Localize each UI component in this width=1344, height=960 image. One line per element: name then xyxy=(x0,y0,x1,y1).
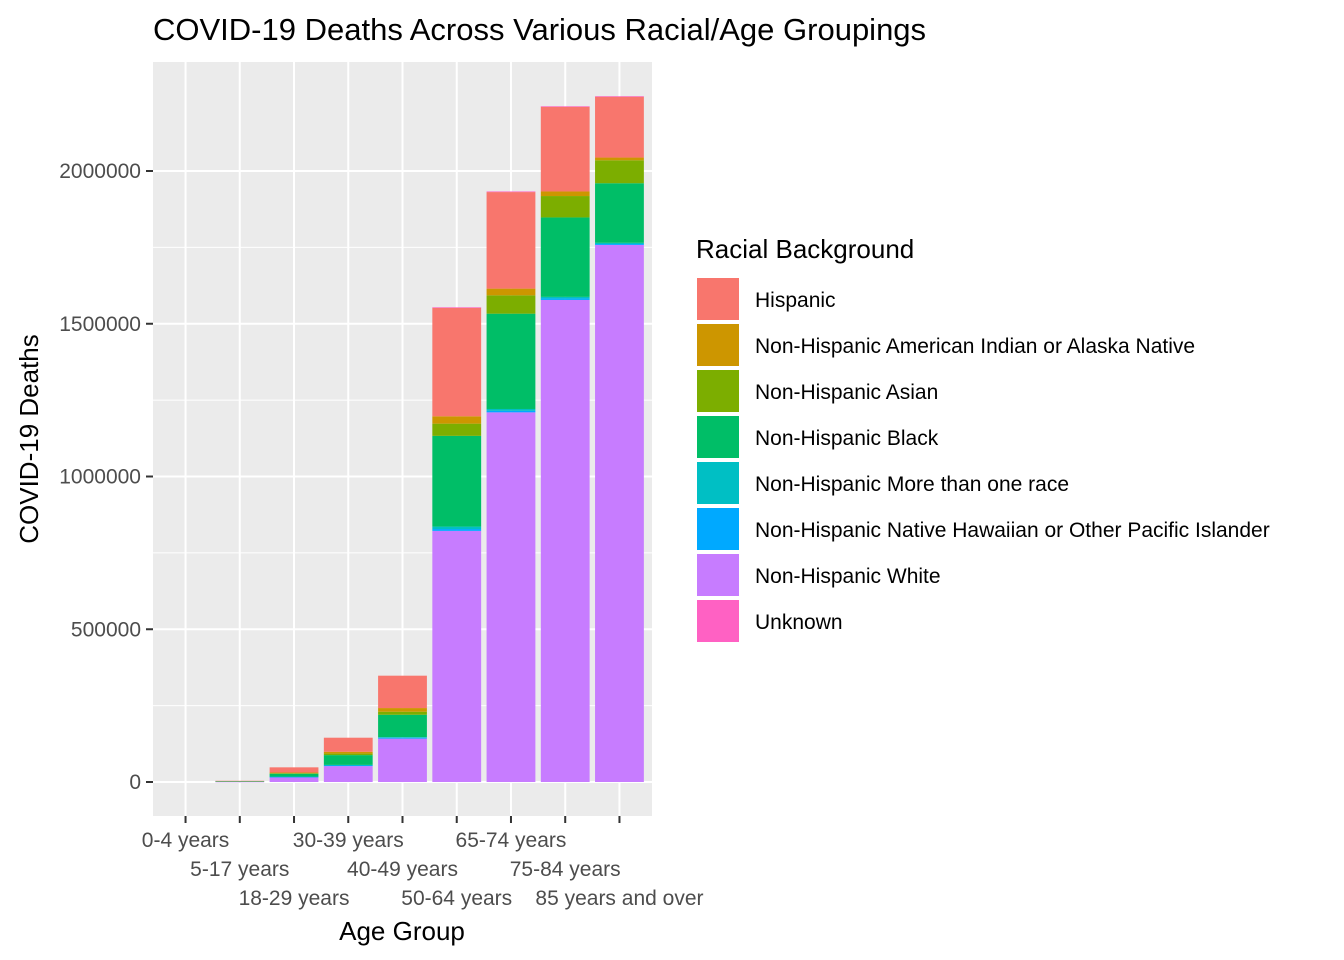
bar-segment xyxy=(432,435,482,527)
x-tick-label: 0-4 years xyxy=(142,829,230,852)
bar-segment xyxy=(323,765,373,767)
chart-title: COVID-19 Deaths Across Various Racial/Ag… xyxy=(153,12,926,47)
bar-segment xyxy=(432,307,482,417)
bar-segment xyxy=(432,416,482,424)
legend-key xyxy=(697,462,739,504)
legend-title: Racial Background xyxy=(696,234,914,264)
bar-segment xyxy=(595,242,644,245)
x-axis: 0-4 years 5-17 years 18-29 years 30-39 year… xyxy=(142,816,704,910)
bar-segment xyxy=(432,526,482,530)
bar-segment xyxy=(378,675,427,709)
bar-segment xyxy=(215,781,265,782)
bar-segment xyxy=(432,529,482,531)
bar-segment xyxy=(378,738,427,782)
legend-key xyxy=(697,278,739,320)
bar-segment xyxy=(323,755,373,765)
legend-label: Unknown xyxy=(755,611,843,634)
x-tick-label: 65-74 years xyxy=(456,829,567,852)
x-tick-label: 5-17 years xyxy=(190,858,289,881)
bar-segment xyxy=(486,313,536,409)
bar-segment xyxy=(269,777,319,782)
bar-segment xyxy=(269,773,319,774)
x-tick-label: 50-64 years xyxy=(401,887,512,910)
x-axis-title: Age Group xyxy=(339,916,465,946)
bar-segment xyxy=(269,773,319,777)
bar-segment xyxy=(486,191,536,193)
legend-key xyxy=(697,600,739,642)
bar-segment xyxy=(540,299,590,782)
legend-key xyxy=(697,370,739,412)
legend-label: Non-Hispanic Black xyxy=(755,427,939,450)
legend-key xyxy=(697,324,739,366)
bar-segment xyxy=(540,298,590,300)
bar-segment xyxy=(486,192,536,289)
bar-segment xyxy=(269,767,319,773)
bar-segment xyxy=(595,157,644,161)
bar-segment xyxy=(269,776,319,778)
bar-segment xyxy=(486,288,536,296)
bar-segment xyxy=(378,737,427,739)
bar-segment xyxy=(378,708,427,712)
bar-segment xyxy=(323,753,373,756)
bar-segment xyxy=(540,196,590,218)
y-tick-label: 500000 xyxy=(71,618,141,641)
bar-segment xyxy=(378,711,427,715)
bar-segment xyxy=(595,96,644,158)
legend: Racial Background Hispanic Non-Hispanic A… xyxy=(696,234,1270,642)
bar-segment xyxy=(215,780,265,782)
bar-segment xyxy=(323,751,373,754)
legend-key xyxy=(697,416,739,458)
y-tick-label: 1500000 xyxy=(59,313,141,336)
legend-label: Non-Hispanic More than one race xyxy=(755,473,1069,496)
x-tick-label: 75-84 years xyxy=(510,858,621,881)
bar-segment xyxy=(486,295,536,314)
y-tick-label: 2000000 xyxy=(59,160,141,183)
legend-label: Non-Hispanic Native Hawaiian or Other Pa… xyxy=(755,519,1270,542)
legend-label: Non-Hispanic American Indian or Alaska N… xyxy=(755,335,1195,358)
bar-segment xyxy=(323,737,373,752)
legend-label: Non-Hispanic Asian xyxy=(755,381,938,404)
legend-key xyxy=(697,554,739,596)
legend-key xyxy=(697,508,739,550)
bar-segment xyxy=(595,160,644,184)
x-tick-label: 40-49 years xyxy=(347,858,458,881)
y-tick-label: 1000000 xyxy=(59,466,141,489)
bar-segment xyxy=(378,737,427,738)
bar-segment xyxy=(215,781,265,783)
bar-segment xyxy=(269,772,319,774)
bar-segment xyxy=(432,423,482,436)
bar-segment xyxy=(323,764,373,766)
bar-segment xyxy=(595,183,644,243)
bar-segment xyxy=(486,408,536,411)
bar-segment xyxy=(323,766,373,782)
bar-segment xyxy=(540,217,590,297)
x-tick-label: 85 years and over xyxy=(535,887,703,910)
bar-segment xyxy=(432,530,482,782)
y-tick-label: 0 xyxy=(129,771,141,794)
bar-segment xyxy=(540,296,590,299)
y-axis: 0 500000 1000000 1500000 2000000 xyxy=(59,160,153,794)
bar-segment xyxy=(486,410,536,413)
bar-segment xyxy=(595,96,644,97)
x-tick-label: 18-29 years xyxy=(239,887,350,910)
legend-label: Hispanic xyxy=(755,289,836,312)
x-tick-label: 30-39 years xyxy=(293,829,404,852)
bar-segment xyxy=(378,714,427,738)
bar-segment xyxy=(432,307,482,308)
bar-segment xyxy=(540,106,590,192)
bar-segment xyxy=(486,412,536,782)
bar-segment xyxy=(595,244,644,782)
legend-label: Non-Hispanic White xyxy=(755,565,941,588)
bars xyxy=(215,96,644,783)
y-axis-title: COVID-19 Deaths xyxy=(14,334,44,544)
bar-segment xyxy=(540,191,590,197)
legend-items: Hispanic Non-Hispanic American Indian or … xyxy=(697,278,1270,642)
bar-segment xyxy=(595,244,644,245)
bar-segment xyxy=(540,106,590,107)
bar-segment xyxy=(269,776,319,778)
